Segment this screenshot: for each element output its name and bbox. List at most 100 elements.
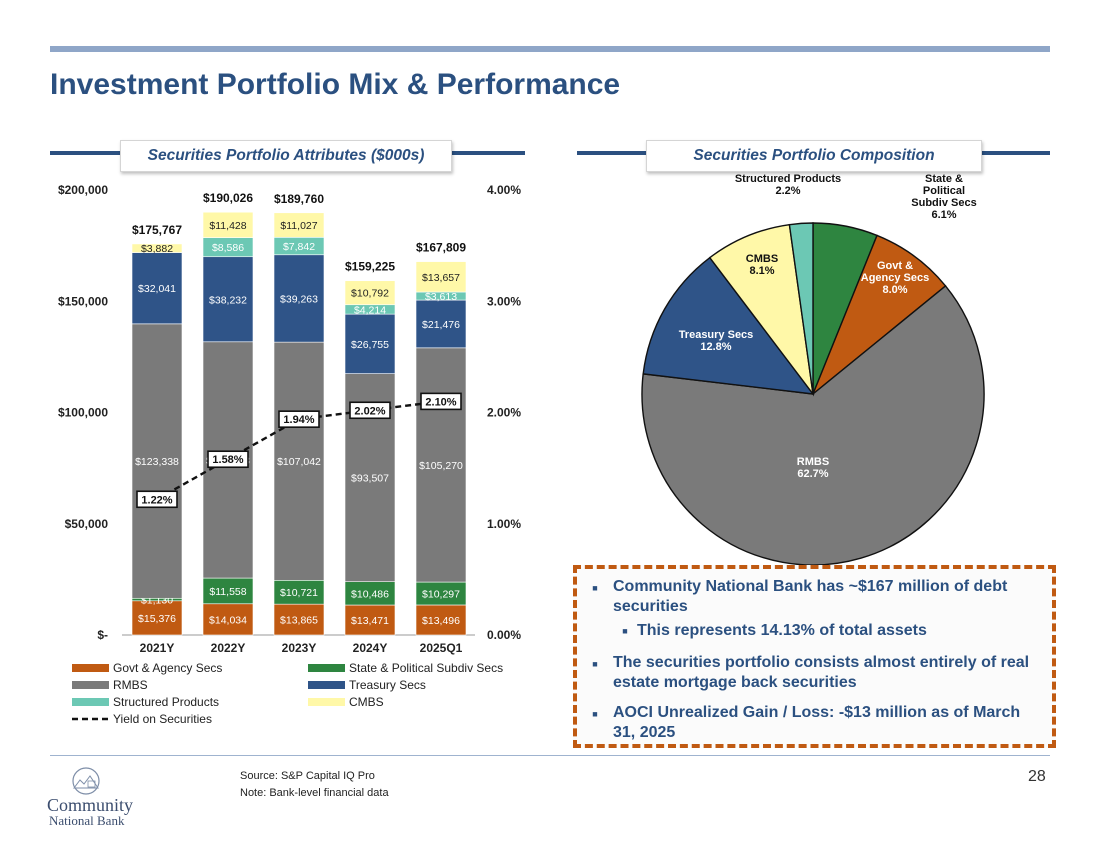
bar-segment (344, 280, 396, 306)
bar-total-label: $167,809 (416, 241, 466, 255)
bullet-text: AOCI Unrealized Gain / Loss: -$13 millio… (613, 704, 1021, 741)
bar-segment (344, 604, 396, 636)
pie-slice-label: CMBS (746, 253, 778, 265)
legend-label: CMBS (349, 695, 384, 709)
bar-value-label: $13,496 (422, 615, 460, 627)
pie-slice-label: Treasury Secs (679, 329, 754, 341)
bar-total-label: $175,767 (132, 223, 182, 237)
bar-total-label: $189,760 (274, 192, 324, 206)
y2-tick-label: 3.00% (487, 294, 521, 308)
y2-tick-label: 4.00% (487, 183, 521, 197)
bar-value-label: $10,792 (351, 288, 389, 300)
legend-label: Treasury Secs (349, 678, 426, 692)
yield-point-box (207, 450, 249, 469)
pie-slice-label: Agency Secs (861, 272, 929, 284)
bar-value-label: $8,586 (212, 242, 244, 254)
pie-slice-label: Govt & (877, 260, 913, 272)
yield-data-label: 1.58% (212, 454, 243, 466)
x-tick-label: 2025Q1 (420, 641, 463, 655)
y2-tick-label: 1.00% (487, 517, 521, 531)
source-note: Source: S&P Capital IQ Pro (240, 770, 375, 782)
y-tick-label: $100,000 (58, 406, 108, 420)
yield-point-box (420, 392, 462, 411)
bar-segment (202, 603, 254, 636)
bullet-aoci: ■ AOCI Unrealized Gain / Loss: -$13 mill… (577, 703, 1052, 743)
x-tick-label: 2022Y (211, 641, 246, 655)
pie-slice-label: 8.1% (749, 265, 774, 277)
bar-value-label: $7,842 (283, 241, 315, 253)
bullet-debt-securities: ■ Community National Bank has ~$167 mill… (577, 577, 1052, 617)
page-number: 28 (1028, 768, 1046, 785)
bar-segment (273, 212, 325, 238)
left-panel-title: Securities Portfolio Attributes ($000s) (120, 140, 452, 172)
bar-value-label: $3,613 (425, 291, 457, 303)
page-title: Investment Portfolio Mix & Performance (50, 68, 621, 101)
yield-data-label: 2.02% (354, 405, 385, 417)
yield-point-box (278, 410, 320, 428)
bar-value-label: $107,042 (277, 456, 321, 468)
bar-segment (273, 603, 325, 636)
legend-swatch (72, 664, 109, 672)
yield-data-label: 1.22% (141, 494, 172, 506)
bar-value-label: $38,232 (209, 294, 247, 306)
y-tick-label: $- (97, 628, 108, 642)
x-tick-label: 2023Y (282, 641, 317, 655)
bar-value-label: $93,507 (351, 473, 389, 485)
logo-name-line2: National Bank (49, 813, 125, 828)
bullet-marker: ■ (592, 583, 598, 593)
legend-swatch (72, 681, 109, 689)
bar-value-label: $39,263 (280, 293, 318, 305)
bar-value-label: $32,041 (138, 283, 176, 295)
bar-value-label: $11,558 (209, 586, 246, 598)
pie-slice-label: Structured Products (735, 173, 841, 185)
bar-value-label: $15,376 (138, 613, 176, 625)
bar-value-label: $11,428 (209, 220, 246, 232)
bar-chart: $200,000 $150,000 $100,000 $50,000 $- 4.00% 3.… (58, 183, 521, 726)
y-tick-label: $50,000 (65, 517, 109, 531)
bar-value-label: $21,476 (422, 319, 460, 331)
footer-rule (50, 755, 1050, 756)
bar-segment (202, 577, 254, 605)
bar-value-label: $105,270 (419, 460, 463, 472)
pie-slice-label: 62.7% (797, 468, 828, 480)
pie-slice (788, 222, 814, 395)
pie-slice-label: 2.2% (775, 185, 800, 197)
sub-bullet-total-assets: ■ This represents 14.13% of total assets (613, 621, 927, 641)
key-points-box: ■ Community National Bank has ~$167 mill… (573, 565, 1056, 748)
bar-value-label: $14,034 (209, 614, 247, 626)
bar-value-label: $26,755 (351, 339, 389, 351)
bar-value-label: $13,865 (280, 615, 318, 627)
legend-label: Govt & Agency Secs (113, 661, 222, 675)
yield-point-box (349, 401, 391, 420)
bank-logo-icon (72, 767, 100, 795)
bullet-marker: ■ (592, 659, 598, 669)
bullet-text: The securities portfolio consists almost… (613, 654, 1030, 691)
pie-slice (641, 284, 985, 566)
bar-segment (131, 323, 183, 599)
yield-data-label: 1.94% (283, 414, 314, 426)
legend-label: Structured Products (113, 695, 219, 709)
pie-slice-label: 12.8% (700, 341, 731, 353)
pie-slice (642, 256, 815, 395)
legend-swatch (308, 681, 345, 689)
bar-segment (415, 299, 467, 349)
legend-label: Yield on Securities (113, 712, 212, 726)
bar-segment (344, 313, 396, 374)
bar-value-label: $10,297 (422, 589, 460, 601)
pie-slice-label: State & (925, 173, 963, 185)
bullet-text: This represents 14.13% of total assets (637, 622, 927, 639)
y2-tick-label: 0.00% (487, 628, 521, 642)
bar-value-label: $11,027 (280, 220, 317, 232)
right-panel-title: Securities Portfolio Composition (646, 140, 982, 172)
y-tick-label: $150,000 (58, 294, 108, 308)
legend-swatch (308, 664, 345, 672)
bar-value-label: $4,214 (354, 304, 386, 316)
pie-slice-label: Subdiv Secs (911, 197, 976, 209)
bar-total-label: $190,026 (203, 191, 253, 205)
legend-swatch (308, 698, 345, 706)
bullet-text: Community National Bank has ~$167 millio… (613, 578, 1008, 615)
bullet-marker: ■ (622, 626, 628, 636)
bullet-marker: ■ (592, 709, 598, 719)
bar-total-label: $159,225 (345, 260, 395, 274)
yield-data-label: 2.10% (425, 396, 456, 408)
